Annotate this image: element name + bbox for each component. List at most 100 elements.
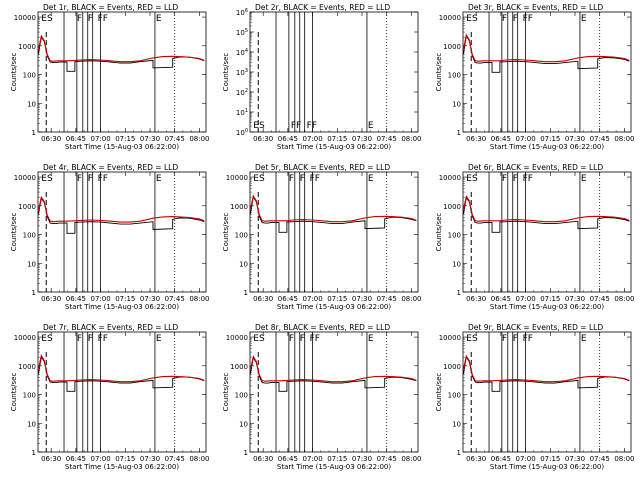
y-axis-label: Counts/sec [435, 53, 443, 92]
x-tick-label: 08:00 [614, 295, 634, 303]
y-tick-label: 10 [452, 100, 461, 108]
panel-det-3: Det 3r, BLACK = Events, RED = LLD 1 10 100 1… [435, 3, 635, 151]
y-tick-label: 106 [236, 8, 248, 17]
y-tick-label: 1 [457, 449, 461, 457]
x-tick-label: 06:30 [253, 455, 273, 463]
flag-label: ES [466, 14, 478, 24]
series-events-line [462, 34, 630, 73]
y-tick-label: 102 [236, 88, 248, 97]
x-tick-label: 07:30 [352, 295, 372, 303]
x-tick-label: 07:00 [302, 135, 322, 143]
x-tick-label: 06:45 [66, 455, 86, 463]
plot-frame [37, 171, 207, 293]
panel-title: Det 2r, BLACK = Events, RED = LLD [255, 3, 390, 12]
x-tick-label: 07:45 [590, 295, 610, 303]
flag-label: ES [41, 174, 53, 184]
flag-label: E [368, 121, 374, 131]
flag-label: F [513, 334, 518, 344]
flag-label: FF [523, 334, 533, 344]
x-axis-label: Start Time (15-Aug-03 06:22:00) [65, 463, 179, 471]
y-axis-label: Counts/sec [435, 373, 443, 412]
y-tick-label: 1 [457, 289, 461, 297]
x-tick-label: 06:45 [66, 295, 86, 303]
flag-label: ES [466, 334, 478, 344]
y-axis-label: Counts/sec [10, 53, 18, 92]
x-tick-label: 07:45 [377, 135, 397, 143]
series-lld-line [249, 194, 417, 223]
x-tick-label: 07:00 [515, 135, 535, 143]
y-tick-label: 1000 [230, 203, 248, 211]
x-tick-label: 07:15 [540, 295, 560, 303]
flag-label: F [502, 174, 507, 184]
x-tick-label: 07:15 [115, 135, 135, 143]
y-axis-label: Counts/sec [10, 373, 18, 412]
x-tick-label: 07:15 [540, 135, 560, 143]
y-axis-label: Counts/sec [222, 373, 230, 412]
flag-label: F [77, 174, 82, 184]
x-tick-label: 07:30 [565, 455, 585, 463]
panel-det-6: Det 6r, BLACK = Events, RED = LLD 1 10 100 1… [435, 163, 635, 311]
x-tick-label: 07:45 [377, 295, 397, 303]
x-tick-label: 08:00 [189, 455, 209, 463]
flag-label: E [156, 334, 162, 344]
x-tick-label: 08:00 [401, 135, 421, 143]
series-events-line [37, 197, 205, 234]
series-lld-line [462, 195, 630, 223]
flag-label: E [581, 174, 587, 184]
panel-det-7: Det 7r, BLACK = Events, RED = LLD 1 10 100 1… [10, 323, 210, 471]
plot-frame [37, 331, 207, 453]
y-tick-label: 104 [236, 48, 248, 57]
y-tick-label: 10 [239, 260, 248, 268]
y-tick-label: 105 [236, 28, 248, 37]
flag-label: ES [41, 334, 53, 344]
panel-title: Det 3r, BLACK = Events, RED = LLD [468, 3, 603, 12]
x-tick-label: 06:45 [491, 135, 511, 143]
x-tick-label: 08:00 [401, 455, 421, 463]
x-tick-label: 07:00 [515, 455, 535, 463]
flag-label: F [502, 334, 507, 344]
x-tick-label: 06:30 [41, 135, 61, 143]
x-tick-label: 06:45 [66, 135, 86, 143]
plot-frame [249, 331, 419, 453]
x-tick-label: 06:45 [491, 455, 511, 463]
panel-det-4: Det 4r, BLACK = Events, RED = LLD 1 10 100 1… [10, 163, 210, 311]
x-tick-label: 06:30 [466, 295, 486, 303]
y-tick-label: 1000 [443, 203, 461, 211]
y-tick-label: 10 [27, 100, 36, 108]
y-tick-label: 10 [452, 420, 461, 428]
x-axis-label: Start Time (15-Aug-03 06:22:00) [277, 463, 391, 471]
y-axis-label: Counts/sec [435, 213, 443, 252]
flag-label: F [88, 174, 93, 184]
x-tick-label: 06:30 [41, 295, 61, 303]
flag-label: F [513, 174, 518, 184]
flag-label: F [300, 334, 305, 344]
y-tick-label: 1000 [443, 43, 461, 51]
plot-frame [462, 171, 632, 293]
panel-det-2: Det 2r, BLACK = Events, RED = LLD 100 101 1… [222, 3, 422, 151]
x-tick-label: 07:00 [90, 295, 110, 303]
x-tick-label: 07:45 [165, 135, 185, 143]
x-tick-label: 08:00 [189, 135, 209, 143]
y-tick-label: 1 [32, 289, 36, 297]
flag-label: F [88, 334, 93, 344]
plot-frame [462, 331, 632, 453]
flag-label: F [77, 14, 82, 24]
x-tick-label: 07:00 [302, 455, 322, 463]
x-tick-label: 07:30 [352, 135, 372, 143]
x-tick-label: 06:30 [466, 455, 486, 463]
flag-label: E [368, 334, 374, 344]
panel-det-1: Det 1r, BLACK = Events, RED = LLD 1 10 100 1… [10, 3, 210, 151]
x-tick-label: 07:45 [590, 455, 610, 463]
flag-label: F [300, 174, 305, 184]
x-tick-label: 07:15 [540, 455, 560, 463]
x-tick-label: 06:30 [253, 295, 273, 303]
flag-label: E [581, 14, 587, 24]
plot-frame [249, 11, 419, 133]
y-tick-label: 1000 [18, 363, 36, 371]
y-tick-label: 10000 [226, 174, 248, 182]
x-tick-label: 07:00 [302, 295, 322, 303]
plot-frame [462, 11, 632, 133]
flag-label: ES [253, 334, 265, 344]
panel-title: Det 7r, BLACK = Events, RED = LLD [43, 323, 178, 332]
